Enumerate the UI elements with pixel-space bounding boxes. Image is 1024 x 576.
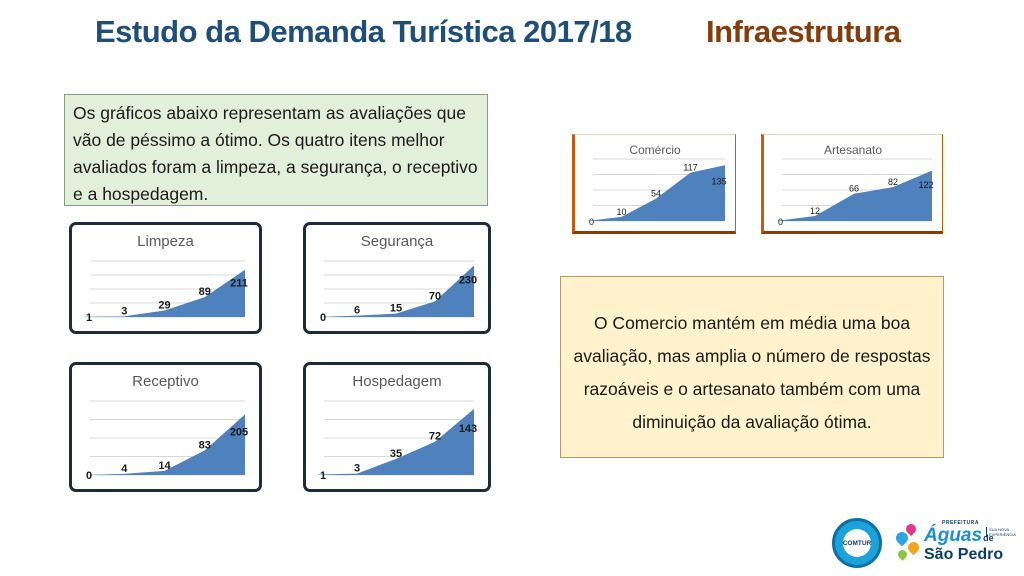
logo-drop-icon	[896, 548, 909, 561]
chart-plot: 1 3 29 89 211	[84, 260, 248, 324]
logo-city: São Pedro	[924, 546, 1004, 563]
chart-data-label: 117	[683, 163, 697, 173]
chart-data-label: 0	[320, 312, 326, 324]
comtur-logo-text: COMTUR	[842, 540, 872, 547]
chart-data-label: 70	[429, 290, 441, 302]
chart-plot: 0 10 54 117 135	[587, 158, 727, 227]
comtur-logo: COMTUR	[832, 518, 882, 568]
chart-data-label: 0	[589, 217, 594, 227]
chart-data-label: 135	[711, 177, 726, 187]
aguas-de-sao-pedro-logo: PREFEITURA Águasde São Pedro SUA NOVA EX…	[893, 516, 1019, 572]
chart-title: Limpeza	[137, 233, 194, 250]
chart-artesanato: Artesanato 0 12 66 82 122	[761, 134, 943, 234]
chart-seguranca: Segurança 0 6 15 70 230	[303, 222, 491, 334]
chart-data-label: 15	[390, 303, 402, 315]
chart-receptivo: Receptivo 0 4 14 83 205	[69, 362, 262, 492]
chart-area	[587, 165, 725, 221]
chart-data-label: 1	[86, 312, 92, 324]
logo-word: Águas	[924, 525, 983, 546]
chart-hospedagem: Hospedagem 1 3 35 72 143	[303, 362, 491, 492]
chart-comercio: Comércio 0 10 54 117 135	[572, 134, 736, 234]
chart-data-label: 83	[199, 439, 211, 451]
logo-tagline: SUA NOVA EXPERIÊNCIA	[986, 527, 1019, 537]
chart-data-label: 12	[810, 206, 820, 216]
chart-plot: 0 12 66 82 122	[776, 158, 934, 227]
chart-data-label: 143	[459, 423, 477, 435]
logo-drop-icon	[905, 539, 922, 556]
chart-data-label: 211	[230, 277, 248, 289]
chart-data-label: 1	[320, 470, 326, 482]
footer-logos: COMTUR PREFEITURA Águasde São Pedro SUA …	[828, 514, 1018, 572]
chart-area	[318, 265, 474, 317]
chart-data-label: 72	[429, 431, 441, 443]
chart-data-label: 14	[158, 460, 171, 472]
chart-title: Artesanato	[823, 143, 883, 157]
chart-plot: 0 4 14 83 205	[84, 400, 248, 482]
chart-data-label: 4	[121, 463, 128, 475]
chart-area	[776, 170, 932, 221]
chart-data-label: 10	[616, 207, 626, 217]
chart-area	[84, 269, 245, 317]
chart-title: Segurança	[360, 233, 434, 250]
chart-data-label: 0	[86, 470, 92, 482]
chart-limpeza: Limpeza 1 3 29 89 211	[69, 222, 262, 334]
intro-text-box: Os gráficos abaixo representam as avalia…	[64, 94, 488, 206]
chart-data-label: 205	[230, 427, 248, 439]
chart-title: Receptivo	[132, 373, 199, 390]
chart-data-label: 35	[390, 448, 402, 460]
chart-data-label: 0	[778, 217, 783, 227]
chart-title: Hospedagem	[352, 373, 442, 390]
chart-data-label: 3	[354, 463, 360, 475]
page-title: Estudo da Demanda Turística 2017/18	[95, 14, 632, 49]
chart-data-label: 122	[918, 180, 933, 190]
chart-data-label: 6	[354, 305, 360, 317]
chart-data-label: 89	[199, 286, 211, 298]
chart-area	[318, 408, 474, 475]
logo-prefix: PREFEITURA	[942, 520, 979, 526]
chart-data-label: 230	[459, 275, 477, 287]
chart-data-label: 29	[158, 300, 170, 312]
chart-area	[84, 414, 245, 475]
comment-text-box: O Comercio mantém em média uma boa avali…	[560, 276, 944, 458]
chart-plot: 0 6 15 70 230	[318, 260, 477, 324]
chart-title: Comércio	[629, 143, 681, 157]
chart-data-label: 82	[888, 177, 898, 187]
chart-data-label: 66	[849, 184, 859, 194]
chart-data-label: 3	[121, 305, 127, 317]
chart-plot: 1 3 35 72 143	[318, 400, 477, 482]
section-title: Infraestrutura	[706, 14, 901, 49]
chart-data-label: 54	[651, 189, 661, 199]
logo-de: de	[983, 533, 994, 543]
